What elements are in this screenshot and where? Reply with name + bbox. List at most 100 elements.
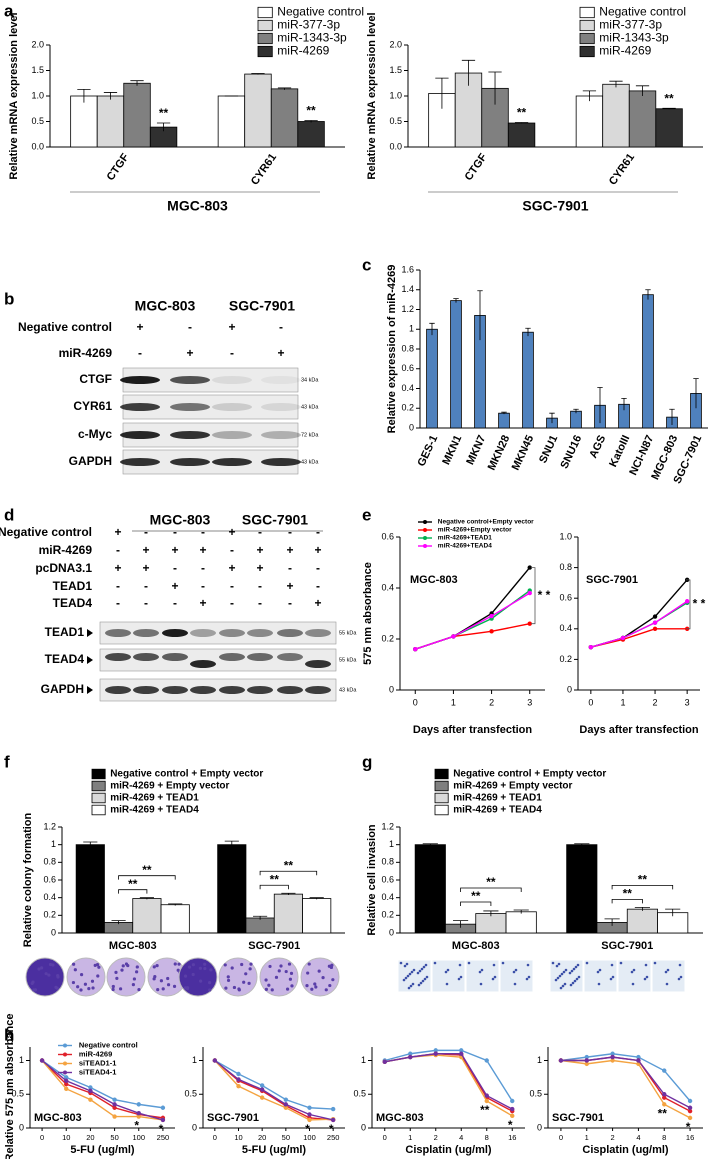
blot-strip: [99, 648, 337, 672]
y-tick-label: 1.5: [31, 65, 44, 75]
invading-cell: [467, 961, 471, 965]
point: [584, 1061, 589, 1067]
error-bar: [645, 289, 651, 300]
colony: [73, 968, 77, 972]
point: [160, 1117, 166, 1123]
point: [283, 1105, 289, 1110]
inset-label: MGC-803: [34, 1112, 82, 1124]
invading-cell: [609, 977, 613, 981]
colony: [172, 984, 177, 988]
error-bar: [304, 120, 318, 123]
legend-label: miR-4269+Empty vector: [438, 527, 512, 534]
y-tick-label: 0.6: [559, 593, 572, 603]
condition-mark: +: [277, 346, 284, 360]
point: [283, 1102, 289, 1107]
y-tick-label: 0: [537, 1122, 542, 1132]
bar: [245, 917, 275, 934]
invading-cell: [446, 968, 450, 972]
band: [277, 629, 303, 637]
point: [236, 1083, 241, 1089]
column-header: SGC-7901: [229, 298, 295, 314]
legend-label: miR-377-3p: [277, 18, 340, 32]
series-line: [384, 1049, 513, 1102]
legend-label: miR-4269: [277, 44, 329, 58]
bar: [270, 88, 299, 148]
invading-cell: [677, 977, 681, 981]
error-bar: [461, 59, 476, 86]
bar: [302, 898, 332, 934]
colony: [76, 985, 80, 989]
series-line: [590, 579, 688, 648]
y-tick-label: 0.2: [43, 910, 56, 920]
error-bar: [253, 915, 268, 920]
band: [247, 653, 273, 661]
series-line: [415, 589, 531, 650]
series-line: [560, 1056, 691, 1109]
band-size: 34 kDa: [301, 377, 319, 383]
y-tick-label: 0: [192, 1122, 197, 1132]
significance: *: [329, 1122, 334, 1136]
invading-cell: [526, 963, 530, 967]
x-tick-label: 250: [157, 1133, 170, 1142]
condition-label: TEAD1: [53, 579, 93, 593]
legend-label: miR-4269 + TEAD1: [110, 793, 199, 804]
colony: [249, 962, 253, 966]
bar: [132, 898, 162, 934]
y-tick-label: 0.5: [529, 1089, 542, 1099]
invading-cell: [417, 983, 421, 987]
colony: [32, 988, 36, 992]
bar: [426, 328, 438, 429]
bar: [566, 844, 598, 934]
legend-marker: [63, 1061, 67, 1066]
inset-label: SGC-7901: [207, 1112, 259, 1124]
significance: **: [517, 106, 527, 120]
invading-cell: [630, 970, 634, 974]
colony: [185, 986, 190, 990]
y-tick-label: 0.8: [559, 562, 572, 572]
colony: [277, 969, 281, 973]
legend-swatch: [434, 780, 449, 792]
invading-cell: [419, 981, 423, 985]
colony: [247, 981, 251, 985]
point: [136, 1102, 141, 1107]
error-bar: [483, 910, 499, 917]
band-label: TEAD1: [45, 625, 85, 639]
legend-swatch: [257, 19, 273, 32]
error-bar: [582, 90, 597, 102]
point: [330, 1106, 336, 1112]
colony: [307, 962, 311, 966]
y-tick-label: 0: [51, 927, 56, 937]
point: [408, 1054, 413, 1060]
significance: **: [270, 872, 280, 886]
colony: [114, 970, 118, 974]
colony: [121, 964, 125, 968]
bar: [642, 294, 654, 429]
series-line: [415, 592, 531, 650]
x-tick-label: MGC-803: [109, 940, 157, 952]
band-label: GAPDH: [69, 454, 112, 468]
y-tick-label: 0.6: [401, 363, 414, 373]
invading-cell: [562, 970, 566, 974]
invading-cell: [610, 963, 614, 967]
point: [459, 1048, 464, 1053]
bar: [628, 90, 657, 148]
legend-label: Negative control: [277, 5, 364, 19]
condition-mark: +: [228, 320, 235, 334]
condition-mark: +: [256, 561, 263, 575]
condition-mark: -: [316, 525, 320, 539]
invading-cell: [558, 974, 562, 978]
invading-cell: [527, 975, 531, 979]
band-size: 43 kDa: [301, 404, 319, 410]
invading-cell: [643, 977, 647, 981]
point: [259, 1095, 265, 1100]
colony: [183, 974, 188, 978]
invading-cell: [525, 977, 529, 981]
bar: [498, 412, 510, 429]
invading-cell: [457, 977, 461, 981]
invading-cell: [422, 965, 426, 969]
group-label: MGC-803: [167, 198, 228, 214]
condition-mark: -: [173, 596, 177, 610]
point: [408, 1051, 413, 1056]
condition-mark: -: [230, 579, 234, 593]
x-tick-label: MKN28: [486, 433, 513, 472]
